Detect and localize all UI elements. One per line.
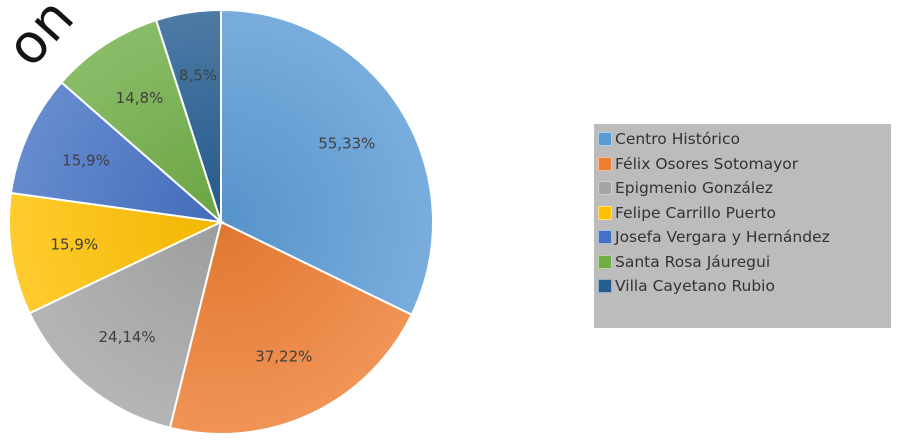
data-label-3: 24,14%	[98, 328, 155, 346]
pie-slice-3	[28, 220, 223, 429]
legend-label: Epigmenio González	[615, 179, 773, 198]
pie-slice-1	[220, 8, 434, 317]
legend-item: Centro Histórico	[598, 127, 891, 152]
legend-label: Centro Histórico	[615, 130, 740, 149]
legend-item: Santa Rosa Jáuregui	[598, 250, 891, 275]
pie-slice-5	[9, 81, 225, 224]
data-label-1: 55,33%	[318, 134, 375, 152]
legend-swatch	[598, 132, 612, 147]
pie-slice-4	[8, 191, 225, 315]
legend-swatch	[598, 156, 612, 171]
legend-label: Villa Cayetano Rubio	[615, 277, 775, 296]
legend-item: Epigmenio González	[598, 176, 891, 201]
data-label-4: 15,9%	[50, 236, 98, 254]
legend-label: Josefa Vergara y Hernández	[615, 228, 830, 247]
legend-swatch	[598, 279, 612, 294]
data-label-2: 37,22%	[255, 347, 312, 365]
legend-swatch	[598, 181, 612, 196]
legend-swatch	[598, 254, 612, 269]
legend-item: Felipe Carrillo Puerto	[598, 201, 891, 226]
data-label-5: 15,9%	[62, 151, 110, 169]
legend-item: Josefa Vergara y Hernández	[598, 225, 891, 250]
pie-slice-2	[168, 220, 413, 435]
pie-slice-6	[60, 18, 224, 226]
legend-item: Félix Osores Sotomayor	[598, 152, 891, 177]
chart-legend: Centro Histórico Félix Osores Sotomayor Ep…	[594, 124, 891, 328]
legend-swatch	[598, 205, 612, 220]
pie-slice-7	[154, 8, 222, 223]
legend-label: Félix Osores Sotomayor	[615, 154, 799, 173]
data-label-7: 8,5%	[179, 66, 217, 84]
legend-label: Felipe Carrillo Puerto	[615, 203, 777, 222]
legend-label: Santa Rosa Jáuregui	[615, 252, 771, 271]
legend-swatch	[598, 230, 612, 245]
data-label-6: 14,8%	[116, 89, 164, 107]
legend-item: Villa Cayetano Rubio	[598, 274, 891, 299]
